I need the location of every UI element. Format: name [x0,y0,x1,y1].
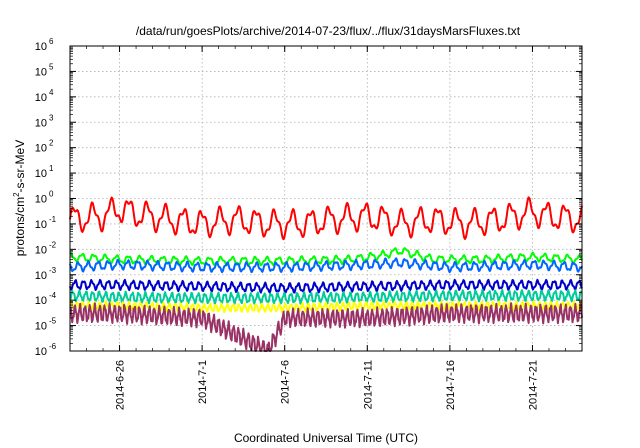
x-tick-labels: 2014-6-26 2014-7-1 2014-7-6 2014-7-11 2014-7… [115,360,540,410]
y-tick-exponent: -4 [49,291,57,300]
x-tick-label: 2014-7-16 [445,360,457,410]
y-tick-label: 10 [35,244,47,256]
y-tick-label: 10 [35,270,47,282]
y-tick-label: 10 [35,295,47,307]
series-line-3 [69,257,583,274]
series-line-4 [69,278,583,294]
y-tick-exponent: -6 [49,342,57,351]
y-tick-exponent: 2 [49,139,54,148]
y-tick-exponent: -3 [49,266,57,275]
x-tick-label: 2014-7-6 [280,360,292,404]
series-line-7 [69,302,583,352]
y-axis-title: protons/cm2-s-sr-MeV [12,140,27,256]
y-tick-exponent: 3 [49,113,54,122]
y-tick-label: 10 [35,143,47,155]
chart-title: /data/run/goesPlots/archive/2014-07-23/f… [136,24,521,38]
y-tick-exponent: 6 [49,37,54,46]
x-tick-label: 2014-6-26 [115,360,127,410]
y-tick-exponent: -2 [49,240,57,249]
y-tick-exponent: -5 [49,317,57,326]
y-tick-label: 10 [35,117,47,129]
y-tick-exponent: 1 [49,164,54,173]
y-tick-label: 10 [35,92,47,104]
y-tick-label: 10 [35,194,47,206]
series-group [69,196,583,352]
x-axis-title: Coordinated Universal Time (UTC) [234,431,418,445]
y-tick-exponent: -1 [49,215,57,224]
x-tick-label: 2014-7-1 [197,360,209,404]
y-tick-label: 10 [35,168,47,180]
y-tick-label: 10 [35,321,47,333]
series-line-1 [69,196,583,241]
y-tick-label: 10 [35,66,47,78]
y-tick-exponent: 5 [49,62,54,71]
y-tick-label: 10 [35,41,47,53]
y-tick-label: 10 [35,219,47,231]
x-tick-label: 2014-7-11 [362,360,374,409]
x-tick-label: 2014-7-21 [527,360,539,410]
y-tick-label: 10 [35,346,47,358]
ticks [69,45,583,352]
y-tick-exponent: 4 [49,88,54,97]
series-line-2 [69,247,583,267]
y-tick-exponent: 0 [49,190,54,199]
series-line-5 [69,288,583,305]
